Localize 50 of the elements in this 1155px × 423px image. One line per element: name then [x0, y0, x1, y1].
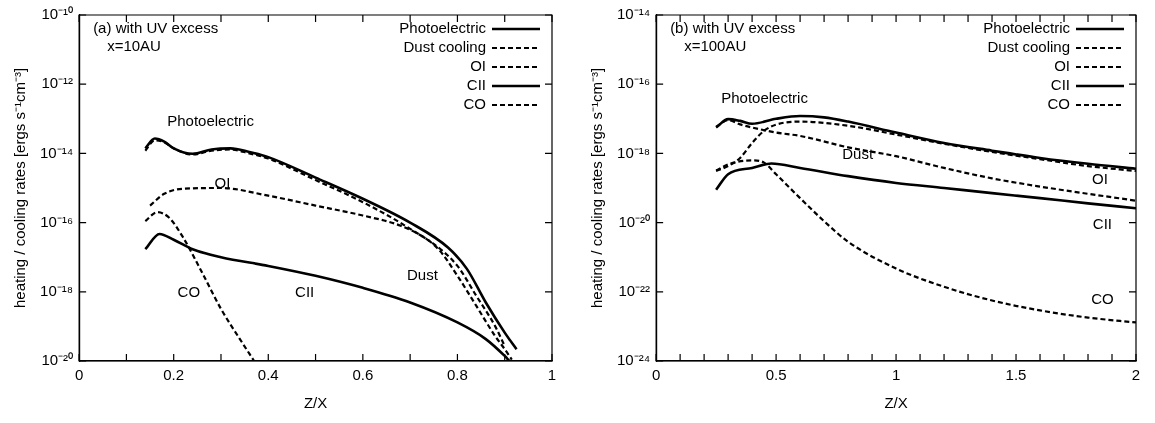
legend-label: CO — [1047, 95, 1070, 113]
annotation: (a) with UV excess — [93, 19, 219, 37]
x-tick-label: 0 — [74, 366, 84, 384]
annotation: Dust — [842, 145, 874, 163]
legend-label: OI — [470, 57, 486, 75]
annotation: CO — [177, 282, 201, 300]
annotation: CII — [295, 282, 315, 300]
y-tick-label: 10⁻²⁰ — [41, 351, 74, 369]
annotation: CO — [1091, 289, 1114, 307]
legend-label: CII — [466, 76, 486, 94]
legend-label: CII — [1050, 76, 1070, 94]
legend-label: Photoelectric — [983, 19, 1071, 37]
y-tick-label: 10⁻²⁰ — [618, 212, 651, 230]
x-tick-label: 1 — [547, 366, 557, 384]
x-tick-label: 1.5 — [1005, 366, 1027, 384]
x-tick-label: 0.6 — [352, 366, 374, 384]
annotation: x=100AU — [684, 37, 747, 55]
y-tick-label: 10⁻¹⁸ — [617, 143, 651, 161]
y-tick-label: 10⁻¹⁰ — [41, 5, 74, 23]
x-axis-title: Z/X — [303, 394, 328, 412]
x-tick-label: 0 — [651, 366, 661, 384]
y-tick-label: 10⁻²⁴ — [617, 351, 651, 369]
y-tick-label: 10⁻¹² — [41, 74, 74, 92]
x-tick-label: 0.5 — [765, 366, 787, 384]
legend-label: Dust cooling — [403, 38, 486, 56]
legend-label: CO — [463, 95, 486, 113]
legend-label: Dust cooling — [987, 38, 1070, 56]
y-tick-label: 10⁻¹⁶ — [617, 74, 651, 92]
x-tick-label: 2 — [1131, 366, 1141, 384]
y-tick-label: 10⁻¹⁶ — [40, 212, 74, 230]
annotation: Photoelectric — [167, 112, 255, 130]
annotation: (b) with UV excess — [670, 19, 796, 37]
annotation: OI — [1092, 169, 1108, 187]
y-axis-title: heating / cooling rates [ergs s⁻¹cm⁻³] — [588, 67, 606, 309]
y-tick-label: 10⁻¹⁴ — [40, 143, 74, 161]
y-tick-label: 10⁻¹⁸ — [40, 281, 74, 299]
legend-label: Photoelectric — [399, 19, 487, 37]
y-axis-title: heating / cooling rates [ergs s⁻¹cm⁻³] — [11, 67, 29, 309]
x-tick-label: 0.2 — [163, 366, 185, 384]
x-tick-label: 0.8 — [447, 366, 468, 384]
x-axis-title: Z/X — [884, 394, 908, 412]
annotation: Dust — [407, 266, 439, 284]
x-tick-label: 1 — [891, 366, 901, 384]
y-tick-label: 10⁻²² — [618, 281, 651, 299]
annotation: Photoelectric — [721, 89, 809, 107]
x-tick-label: 0.4 — [257, 366, 279, 384]
y-tick-label: 10⁻¹⁴ — [617, 5, 651, 23]
legend-label: OI — [1054, 57, 1070, 75]
annotation: CII — [1092, 215, 1112, 233]
annotation: x=10AU — [107, 37, 161, 55]
